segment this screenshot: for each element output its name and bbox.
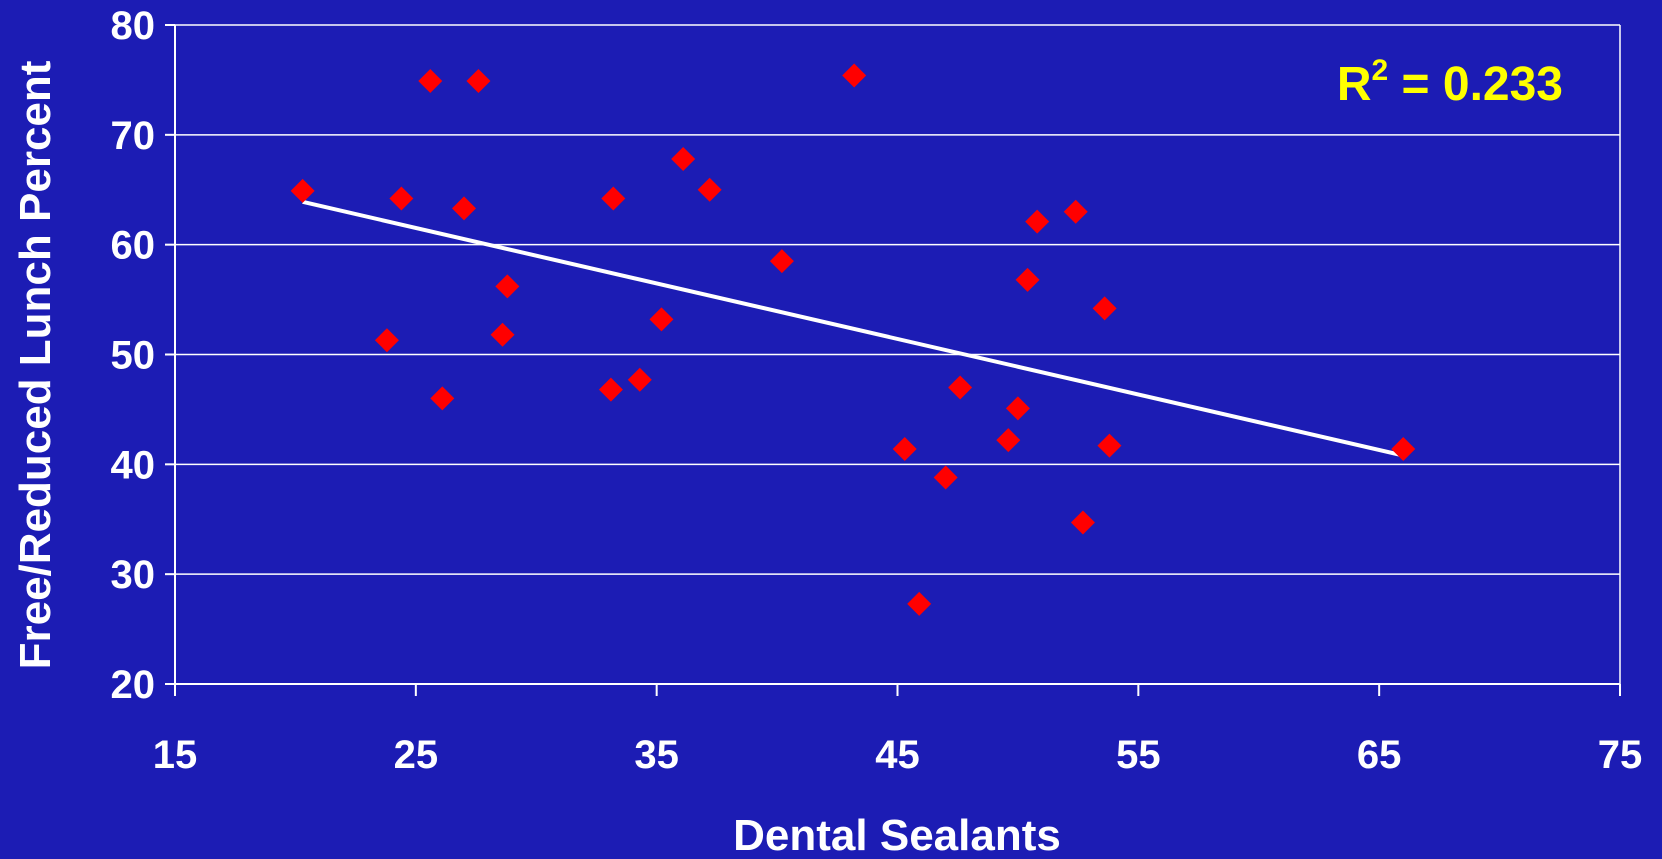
trend-line (302, 199, 1404, 458)
data-point (601, 186, 626, 211)
x-axis-title: Dental Sealants (733, 811, 1061, 859)
axes (165, 24, 1621, 696)
x-tick-label: 15 (153, 733, 198, 777)
data-point (490, 322, 515, 347)
data-point (948, 375, 973, 400)
y-tick-labels: 20 30 40 50 60 70 80 (111, 4, 156, 707)
data-point (769, 249, 794, 274)
y-tick-label: 80 (111, 4, 156, 48)
data-point (1070, 510, 1095, 535)
y-axis-title: Free/Reduced Lunch Percent (11, 60, 60, 669)
r2-value: = 0.233 (1388, 58, 1563, 111)
x-tick-label: 45 (875, 733, 920, 777)
data-point (627, 367, 652, 392)
data-point (1391, 436, 1416, 461)
data-point (842, 63, 867, 88)
x-tick-label: 65 (1357, 733, 1402, 777)
data-point (452, 196, 476, 221)
y-tick-label: 30 (111, 553, 156, 597)
x-tick-label: 55 (1116, 733, 1161, 777)
x-tick-labels: 15 25 35 45 55 65 75 (153, 733, 1643, 777)
data-point (418, 69, 443, 94)
data-points (290, 63, 1416, 616)
y-tick-label: 20 (111, 663, 156, 707)
data-point (649, 307, 674, 332)
y-tick-label: 40 (111, 443, 156, 487)
data-point (430, 386, 455, 411)
data-point (1025, 209, 1050, 234)
data-point (697, 177, 722, 202)
data-point (1015, 267, 1040, 292)
data-point (290, 178, 315, 203)
y-tick-label: 70 (111, 114, 156, 158)
data-point (892, 436, 917, 461)
data-point (466, 69, 491, 94)
data-point (1005, 396, 1030, 421)
x-tick-label: 25 (394, 733, 439, 777)
data-point (1063, 199, 1088, 224)
r2-superscript: 2 (1371, 54, 1388, 87)
data-point (374, 328, 399, 353)
data-point (996, 428, 1021, 453)
y-tick-label: 50 (111, 334, 156, 378)
y-tick-label: 60 (111, 224, 156, 268)
x-tick-label: 75 (1598, 733, 1643, 777)
data-point (671, 146, 696, 171)
data-point (907, 591, 932, 616)
data-point (1097, 433, 1122, 458)
r2-label: R (1337, 58, 1372, 111)
x-tick-label: 35 (634, 733, 679, 777)
data-point (598, 377, 623, 402)
data-point (1092, 296, 1117, 321)
data-point (933, 465, 958, 490)
data-point (389, 186, 414, 211)
data-point (495, 274, 520, 299)
r-squared-annotation: R2 = 0.233 (1337, 54, 1563, 111)
